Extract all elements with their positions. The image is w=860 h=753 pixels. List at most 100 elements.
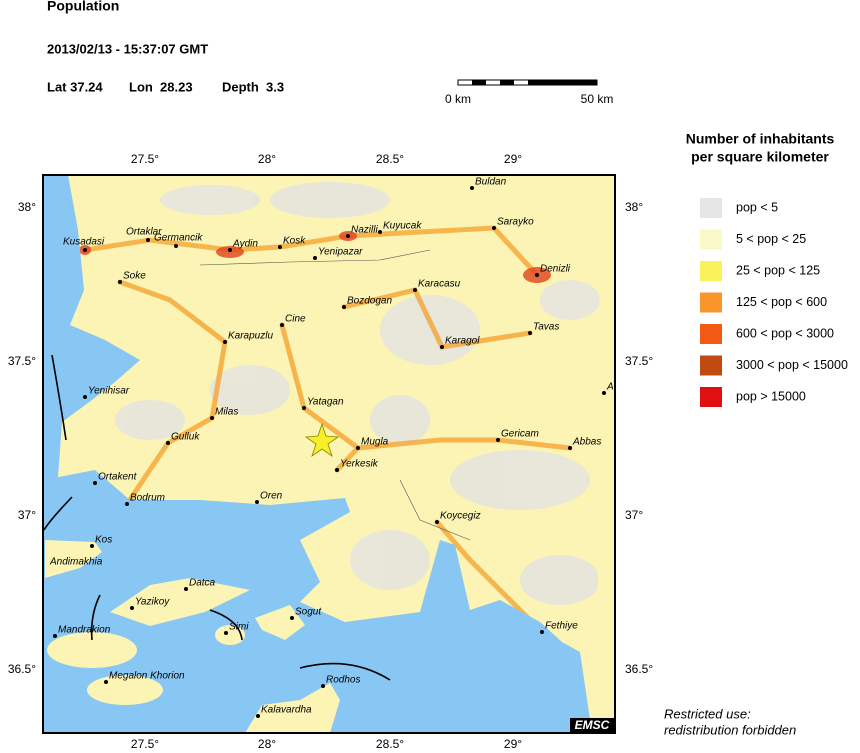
scale-end: 50 km (581, 92, 614, 106)
lat-tick-label: 38° (18, 200, 36, 214)
town-label: Andimakhia (49, 557, 103, 568)
town-dot (90, 544, 94, 548)
town-dot (435, 520, 439, 524)
town-label: Gericam (501, 429, 539, 440)
lon: Lon 28.23 (129, 79, 193, 94)
town-label: Karacasu (418, 279, 461, 290)
legend-swatch (700, 355, 722, 376)
legend-label: 600 < pop < 3000 (736, 326, 834, 340)
town-label: Sogut (295, 607, 322, 618)
town-label: Yenihisar (88, 386, 130, 397)
town-label: Nazilli (351, 225, 378, 236)
town-label: Fethiye (545, 621, 578, 632)
legend-swatch (700, 387, 722, 407)
lon-tick-label: 28.5° (376, 152, 404, 166)
town-label: A (606, 382, 614, 393)
town-label: Denizli (540, 264, 571, 275)
town-label: Mandrakion (58, 625, 111, 636)
town-dot (125, 502, 129, 506)
town-dot (313, 256, 317, 260)
town-label: Kosk (283, 236, 306, 247)
legend-title: per square kilometer (691, 149, 829, 165)
town-label: Yazikoy (135, 597, 170, 608)
lat: Lat 37.24 (47, 79, 103, 94)
town-dot (280, 323, 284, 327)
legend-label: pop > 15000 (736, 389, 806, 403)
town-dot (535, 273, 539, 277)
town-label: Tavas (533, 322, 559, 333)
lat-tick-label: 36.5° (8, 662, 36, 676)
town-dot (356, 446, 360, 450)
town-label: Milas (215, 407, 238, 418)
town-label: Rodhos (326, 675, 360, 686)
town-dot (290, 616, 294, 620)
town-dot (146, 238, 150, 242)
legend-title: Number of inhabitants (686, 131, 835, 147)
town-dot (540, 630, 544, 634)
town-label: Oren (260, 491, 283, 502)
town-label: Megalon Khorion (109, 671, 185, 682)
legend-label: 25 < pop < 125 (736, 263, 820, 277)
town-dot (321, 684, 325, 688)
town-dot (413, 288, 417, 292)
lat-tick-label: 37° (625, 508, 643, 522)
town-dot (83, 248, 87, 252)
town-dot (440, 345, 444, 349)
legend-swatch (700, 229, 722, 250)
legend-label: pop < 5 (736, 200, 778, 214)
legend-swatch (700, 198, 722, 218)
town-label: Soke (123, 271, 146, 282)
legend-label: 125 < pop < 600 (736, 295, 827, 309)
legend-swatch (700, 261, 722, 281)
town-dot (256, 714, 260, 718)
town-dot (470, 186, 474, 190)
town-dot (174, 244, 178, 248)
town-dot (335, 468, 339, 472)
lon-tick-label: 28° (258, 737, 276, 751)
town-dot (496, 438, 500, 442)
legend-swatch (700, 324, 722, 344)
lat-tick-label: 36.5° (625, 662, 653, 676)
epicenter (304, 422, 340, 458)
town-dot (53, 634, 57, 638)
town-label: Simi (229, 622, 249, 633)
town-label: Buldan (475, 177, 507, 188)
town-dot (378, 230, 382, 234)
town-dot (130, 606, 134, 610)
town-label: Germancik (154, 233, 203, 244)
map-frame (42, 174, 616, 734)
town-dot (83, 395, 87, 399)
lat-tick-label: 38° (625, 200, 643, 214)
town-label: Kalavardha (261, 705, 312, 716)
town-label: Gulluk (171, 432, 200, 443)
town-label: Yatagan (307, 397, 344, 408)
lat-tick-label: 37.5° (625, 354, 653, 368)
town-label: Ortakent (98, 472, 138, 483)
town-label: Ortaklar (126, 227, 162, 238)
lon-tick-label: 27.5° (131, 737, 159, 751)
town-label: Koycegiz (440, 511, 481, 522)
town-dot (223, 340, 227, 344)
town-dot (602, 391, 606, 395)
credit-box (570, 718, 615, 733)
town-label: Kuyucak (383, 221, 422, 232)
scale-start: 0 km (445, 92, 471, 106)
footnote: Restricted use: (664, 706, 751, 721)
town-dot (224, 631, 228, 635)
depth: Depth 3.3 (222, 79, 284, 94)
town-dot (255, 500, 259, 504)
lon-tick-label: 29° (504, 737, 522, 751)
datetime: 2013/02/13 - 15:37:07 GMT (47, 41, 208, 56)
town-label: Yerkesik (340, 459, 379, 470)
town-label: Bozdogan (347, 296, 392, 307)
town-label: Karapuzlu (228, 331, 273, 342)
town-dot (104, 680, 108, 684)
town-label: Datca (189, 578, 216, 589)
town-dot (166, 441, 170, 445)
title: Population (47, 0, 119, 14)
town-dot (228, 248, 232, 252)
town-label: Karagol (445, 336, 480, 347)
lat-tick-label: 37° (18, 508, 36, 522)
legend-swatch (700, 292, 722, 313)
